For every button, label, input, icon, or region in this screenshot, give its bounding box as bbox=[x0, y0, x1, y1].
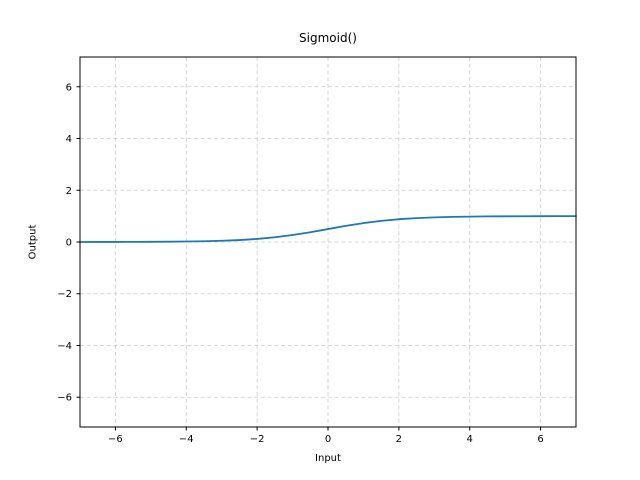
x-tick-label: −4 bbox=[179, 434, 194, 445]
x-tick-label: 6 bbox=[537, 434, 543, 445]
y-tick-label: −4 bbox=[57, 341, 72, 352]
x-tick-label: 2 bbox=[396, 434, 402, 445]
x-tick-label: 4 bbox=[467, 434, 473, 445]
y-tick-label: 4 bbox=[66, 134, 72, 145]
x-tick-label: −6 bbox=[108, 434, 123, 445]
x-tick-label: −2 bbox=[250, 434, 265, 445]
x-axis-label: Input bbox=[315, 453, 341, 464]
y-tick-label: 2 bbox=[66, 186, 72, 197]
x-tick-label: 0 bbox=[325, 434, 331, 445]
y-tick-label: 0 bbox=[66, 238, 72, 249]
y-axis-label: Output bbox=[27, 224, 39, 260]
chart-title: Sigmoid() bbox=[299, 31, 357, 45]
series-line-sigmoid bbox=[79, 215, 577, 243]
y-tick-label: 6 bbox=[66, 82, 72, 93]
y-tick-label: −6 bbox=[57, 393, 72, 404]
y-tick-label: −2 bbox=[57, 289, 72, 300]
